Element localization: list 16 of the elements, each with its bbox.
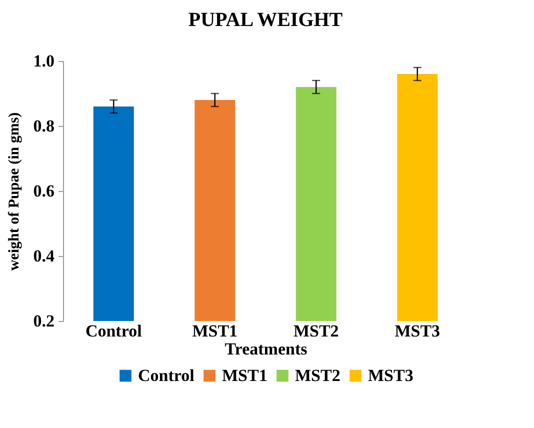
legend-label: MST2 — [295, 366, 340, 385]
x-tick-label: MST3 — [394, 322, 440, 340]
y-tick-label: 0.6 — [33, 182, 54, 200]
y-tick-label: 0.4 — [33, 246, 55, 266]
y-axis-title: weight of Pupae (in gms) — [6, 112, 22, 271]
x-tick-label: MST2 — [293, 322, 339, 340]
x-tick-label: Control — [85, 322, 142, 340]
y-tick-label: 0.2 — [33, 312, 54, 330]
legend-label: MST1 — [222, 366, 268, 385]
legend-label: MST3 — [368, 366, 414, 385]
x-axis-title: Treatments — [224, 340, 308, 358]
y-tick-label: 0.8 — [33, 116, 54, 136]
y-tick-label: 1.0 — [33, 52, 54, 70]
x-tick-label: MST1 — [192, 322, 238, 340]
legend-label: Control — [138, 366, 195, 385]
chart-title: PUPAL WEIGHT — [188, 9, 344, 31]
